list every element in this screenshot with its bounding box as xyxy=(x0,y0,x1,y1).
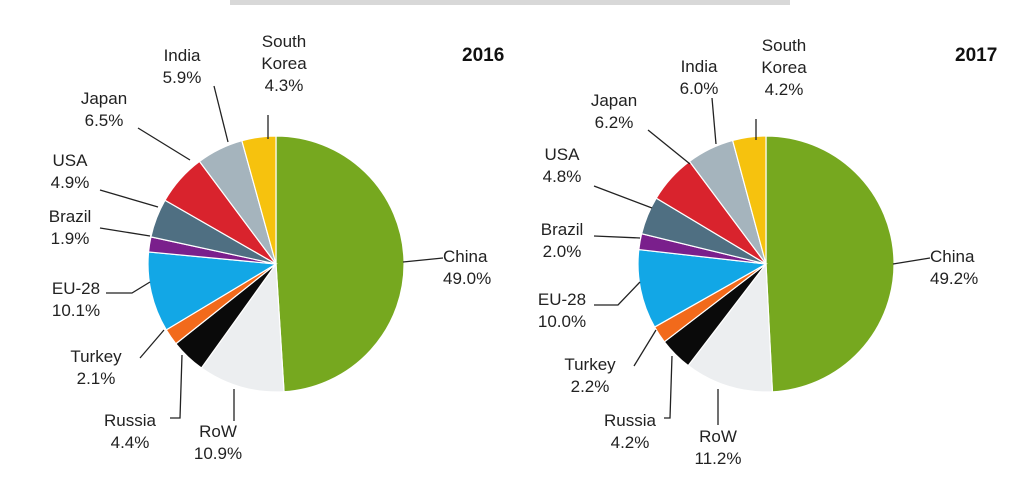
leader-line-usa xyxy=(99,189,159,208)
leader-line-turkey xyxy=(633,329,657,367)
data-label-turkey: Turkey 2.2% xyxy=(564,355,616,396)
data-label-china: China 49.0% xyxy=(443,247,491,288)
slice-eu-28 xyxy=(637,248,768,328)
data-label-japan: Japan 6.2% xyxy=(591,91,637,132)
chart-title: 2017 xyxy=(955,45,997,66)
slice-china xyxy=(765,135,895,393)
data-label-russia: Russia 4.4% xyxy=(104,411,157,452)
leader-line-japan xyxy=(647,129,691,165)
data-label-usa: USA 4.8% xyxy=(543,145,582,186)
data-label-usa: USA 4.9% xyxy=(51,151,90,192)
data-label-india: India 5.9% xyxy=(163,46,202,87)
leader-line-brazil xyxy=(593,235,641,239)
data-label-brazil: Brazil 1.9% xyxy=(49,207,92,248)
data-label-eu-28: EU-28 10.0% xyxy=(538,290,586,331)
pie-chart-2017: 2017 China 49.2% RoW 11.2% Russia 4.2% Turkey 2.… xyxy=(538,36,997,468)
leader-line-india xyxy=(213,85,229,143)
data-label-south-korea: South Korea 4.3% xyxy=(261,32,307,95)
data-label-brazil: Brazil 2.0% xyxy=(541,220,584,261)
leader-line-eu-28 xyxy=(594,281,641,306)
data-label-china: China 49.2% xyxy=(930,247,978,288)
slice-china xyxy=(275,135,405,393)
data-label-russia: Russia 4.2% xyxy=(604,411,657,452)
leader-line-india xyxy=(711,97,717,145)
data-label-eu-28: EU-28 10.1% xyxy=(52,279,100,320)
leader-line-turkey xyxy=(139,329,165,359)
slice-south-korea xyxy=(241,135,277,265)
data-label-row: RoW 11.2% xyxy=(695,427,742,468)
slice-south-korea xyxy=(731,135,767,265)
leader-line-eu-28 xyxy=(106,281,151,294)
slice-eu-28 xyxy=(147,251,278,331)
cropped-title-strip xyxy=(230,0,790,5)
leader-line-usa xyxy=(593,185,653,209)
leader-line-russia xyxy=(170,354,183,419)
leader-line-russia xyxy=(664,355,673,419)
pie-chart-2016: 2016 China 49.0% RoW 10.9% Russia 4.4% Turkey 2.… xyxy=(49,32,505,463)
leader-line-brazil xyxy=(99,227,151,237)
data-label-india: India 6.0% xyxy=(680,57,719,98)
leader-line-china xyxy=(892,257,931,265)
data-label-turkey: Turkey 2.1% xyxy=(70,347,122,388)
leader-line-japan xyxy=(137,127,191,161)
slice-row xyxy=(687,262,774,393)
data-label-south-korea: South Korea 4.2% xyxy=(761,36,807,99)
chart-title: 2016 xyxy=(462,45,504,66)
slice-row xyxy=(200,262,285,393)
data-label-row: RoW 10.9% xyxy=(194,422,242,463)
leader-line-china xyxy=(402,257,444,263)
data-label-japan: Japan 6.5% xyxy=(81,89,127,130)
